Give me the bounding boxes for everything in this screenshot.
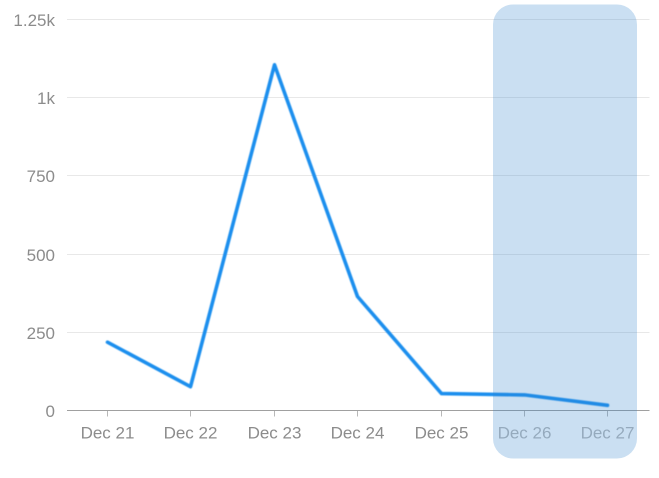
svg-text:1.25k: 1.25k — [13, 11, 55, 30]
svg-text:Dec 27: Dec 27 — [581, 424, 635, 443]
svg-text:0: 0 — [46, 402, 55, 421]
svg-text:750: 750 — [27, 167, 55, 186]
svg-text:Dec 26: Dec 26 — [498, 424, 552, 443]
svg-text:Dec 24: Dec 24 — [331, 424, 385, 443]
svg-text:Dec 21: Dec 21 — [81, 424, 135, 443]
svg-text:Dec 22: Dec 22 — [164, 424, 218, 443]
svg-text:1k: 1k — [37, 89, 55, 108]
svg-text:Dec 25: Dec 25 — [415, 424, 469, 443]
svg-text:Dec 23: Dec 23 — [248, 424, 302, 443]
svg-text:250: 250 — [27, 324, 55, 343]
svg-text:500: 500 — [27, 246, 55, 265]
